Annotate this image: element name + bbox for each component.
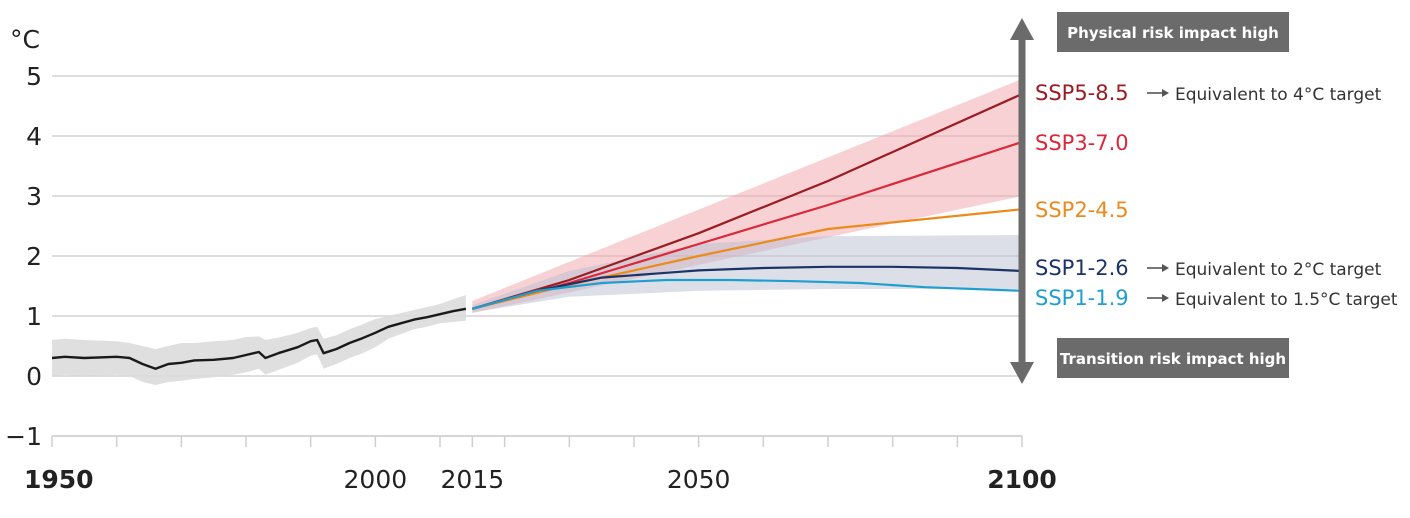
transition-risk-box xyxy=(1057,338,1289,378)
y-tick-label: −1 xyxy=(5,422,42,451)
x-tick-label: 1950 xyxy=(24,465,94,494)
projection-range-band xyxy=(472,79,1022,313)
series-label: SSP3-7.0 xyxy=(1035,131,1129,155)
projection-range-band xyxy=(472,235,1022,313)
x-tick-label: 2000 xyxy=(344,465,408,494)
series-line-ssp2-4.5 xyxy=(472,208,1023,310)
series-label: SSP1-2.6 xyxy=(1035,256,1129,280)
risk-arrow: Physical risk impact high Transition risk… xyxy=(1010,12,1289,384)
physical-risk-box xyxy=(1057,12,1289,52)
y-axis-unit-label: °C xyxy=(10,25,40,54)
x-tick-label: 2015 xyxy=(441,465,505,494)
arrow-up-icon xyxy=(1010,18,1034,40)
y-tick-label: 4 xyxy=(26,122,42,151)
y-tick-label: 3 xyxy=(26,182,42,211)
series-line-ssp1-2.6 xyxy=(472,265,1023,310)
transition-risk-label: Transition risk impact high xyxy=(1060,350,1286,368)
series-line-ssp5-8.5 xyxy=(471,92,1023,310)
equivalent-target-label: Equivalent to 2°C target xyxy=(1175,260,1382,280)
series-label: SSP2-4.5 xyxy=(1035,198,1129,222)
equivalent-arrow-icon xyxy=(1162,89,1169,97)
equivalent-target-label: Equivalent to 4°C target xyxy=(1175,85,1382,105)
band-layer xyxy=(52,79,1022,385)
line-layer xyxy=(51,92,1023,370)
equivalent-arrow-icon xyxy=(1162,294,1169,302)
historical-series-line xyxy=(51,307,467,370)
arrow-down-icon xyxy=(1010,362,1034,384)
label-layer: °C 5 4 3 2 1 0 −1 1950 2000 2015 2050 2100 SSP5-8.5 Eq… xyxy=(5,25,1398,494)
x-tick-label: 2050 xyxy=(667,465,731,494)
axis-layer xyxy=(51,435,1023,447)
physical-risk-label: Physical risk impact high xyxy=(1067,24,1279,42)
y-tick-label: 0 xyxy=(26,362,42,391)
y-tick-label: 1 xyxy=(26,302,42,331)
equivalent-target-label: Equivalent to 1.5°C target xyxy=(1175,290,1398,310)
series-label: SSP5-8.5 xyxy=(1035,81,1129,105)
y-tick-label: 5 xyxy=(26,62,42,91)
x-tick-label: 2100 xyxy=(987,465,1057,494)
series-label: SSP1-1.9 xyxy=(1035,286,1129,310)
y-tick-label: 2 xyxy=(26,242,42,271)
series-line-ssp1-1.9 xyxy=(472,278,1023,310)
equivalent-arrow-icon xyxy=(1162,264,1169,272)
historical-uncertainty-band xyxy=(52,295,466,385)
